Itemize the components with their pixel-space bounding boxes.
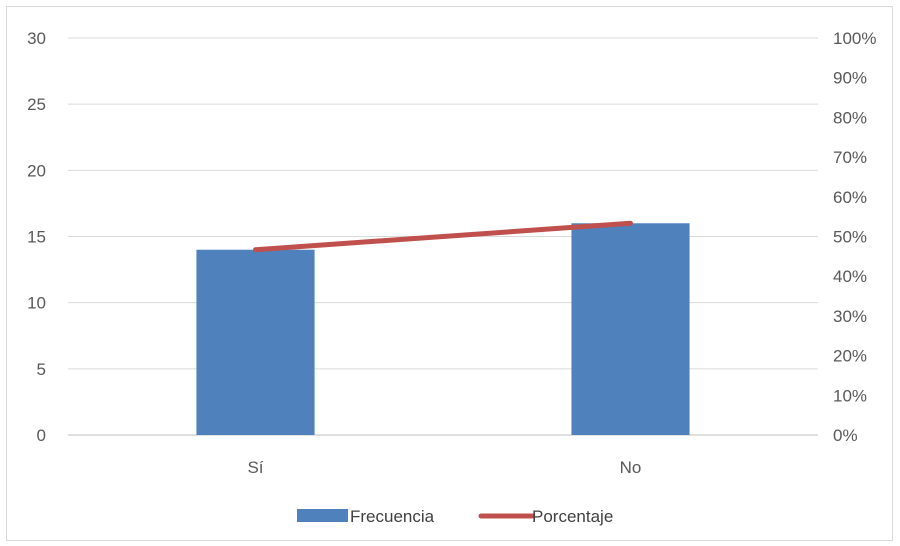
right-tick-label: 40% <box>833 267 867 286</box>
left-tick-label: 25 <box>27 95 46 114</box>
right-tick-label: 50% <box>833 228 867 247</box>
right-tick-label: 30% <box>833 307 867 326</box>
left-tick-label: 20 <box>27 161 46 180</box>
bar-series-frecuencia <box>196 223 690 435</box>
bar <box>571 223 690 435</box>
legend-label-porcentaje: Porcentaje <box>532 507 613 526</box>
right-tick-label: 0% <box>833 426 858 445</box>
left-tick-label: 10 <box>27 294 46 313</box>
left-axis-ticks: 0 5 10 15 20 25 30 <box>27 29 46 445</box>
right-tick-label: 60% <box>833 188 867 207</box>
right-axis-ticks: 0% 10% 20% 30% 40% 50% 60% 70% 80% 90% 100% <box>833 29 876 445</box>
left-tick-label: 0 <box>37 426 46 445</box>
right-tick-label: 70% <box>833 148 867 167</box>
left-tick-label: 15 <box>27 228 46 247</box>
legend: Frecuencia Porcentaje <box>297 507 613 526</box>
chart-frame <box>6 6 893 541</box>
gridlines <box>68 37 818 436</box>
line-series-porcentaje <box>253 220 633 253</box>
legend-swatch-frecuencia <box>297 509 348 522</box>
left-tick-label: 5 <box>37 360 46 379</box>
right-tick-label: 20% <box>833 347 867 366</box>
left-tick-label: 30 <box>27 29 46 48</box>
category-label: Sí <box>247 458 263 477</box>
line-path <box>253 220 633 253</box>
right-tick-label: 10% <box>833 386 867 405</box>
category-label: No <box>620 458 642 477</box>
right-tick-label: 100% <box>833 29 876 48</box>
category-axis-labels: Sí No <box>247 458 641 477</box>
right-tick-label: 80% <box>833 108 867 127</box>
right-tick-label: 90% <box>833 69 867 88</box>
bar <box>196 249 315 435</box>
legend-label-frecuencia: Frecuencia <box>350 507 435 526</box>
